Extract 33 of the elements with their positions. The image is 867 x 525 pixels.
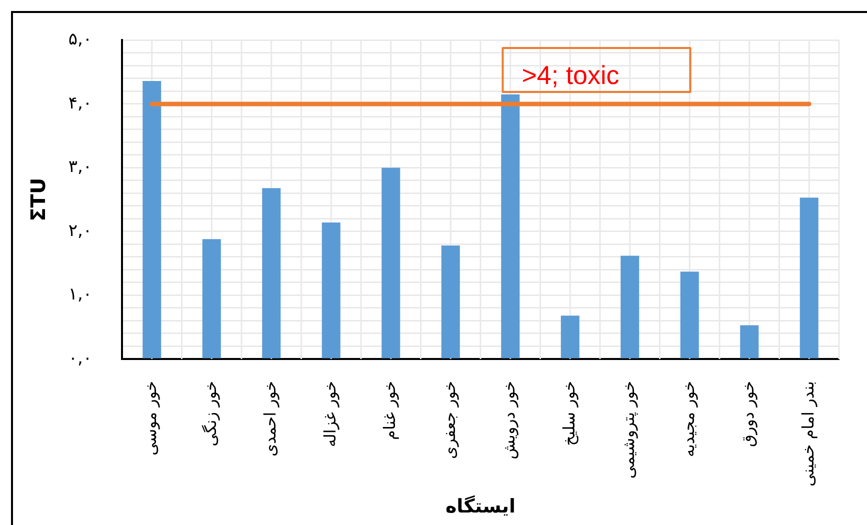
- x-tick-label: خور زنگی: [200, 381, 220, 446]
- bar: [560, 316, 580, 358]
- y-axis-title: ΣTU: [26, 178, 50, 222]
- bar: [501, 94, 520, 358]
- bar: [262, 188, 281, 358]
- bar: [620, 256, 640, 358]
- x-tick-label: بندر امام خمینی: [798, 381, 818, 487]
- y-tick-label: ۱,۰: [68, 284, 92, 305]
- y-tick-label: ۲,۰: [68, 220, 92, 241]
- y-tick-label: ۴,۰: [68, 93, 92, 114]
- bar: [322, 222, 340, 358]
- x-tick-label: خور موسی: [141, 381, 160, 456]
- x-tick-label: خور غنام: [380, 381, 400, 440]
- bar: [680, 272, 699, 358]
- bar: [142, 81, 162, 358]
- y-tick-label: ۵,۰: [68, 30, 92, 50]
- x-axis-title: ایستگاه: [445, 494, 516, 518]
- bar: [800, 198, 818, 358]
- bar: [382, 168, 400, 358]
- bar: [202, 239, 221, 358]
- bar: [441, 246, 460, 358]
- x-tick-label: خور جعفری: [440, 381, 459, 460]
- y-tick-label: ۰,۰: [68, 348, 92, 368]
- x-tick-label: خور درویش: [500, 381, 519, 460]
- x-tick-label: خور سلیخ: [559, 381, 578, 446]
- bar: [740, 325, 759, 358]
- x-tick-label: خور دورق: [738, 381, 758, 447]
- x-tick-label: خور پتروشیمی: [619, 381, 638, 479]
- x-tick-label: خور احمدی: [260, 381, 280, 456]
- x-tick-label: خور غزاله: [320, 381, 340, 448]
- ref-line-label: >4; toxic: [522, 60, 620, 90]
- x-tick-label: خور مجیدیه: [678, 381, 698, 458]
- y-tick-label: ۳,۰: [68, 157, 92, 178]
